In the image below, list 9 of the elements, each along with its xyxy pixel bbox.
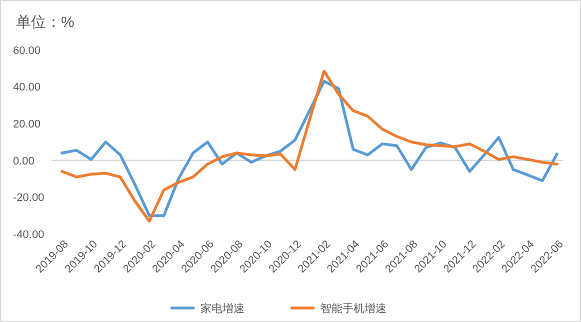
legend-label: 家电增速 xyxy=(200,302,244,315)
y-tick-label: 60.00 xyxy=(13,44,41,57)
legend-label: 智能手机增速 xyxy=(320,302,386,315)
y-tick-label: 40.00 xyxy=(13,82,41,94)
y-tick-label: -20.00 xyxy=(13,192,44,204)
y-tick-label: -40.00 xyxy=(13,228,44,241)
chart-title: 单位：% xyxy=(16,14,74,31)
y-tick-label: 20.00 xyxy=(13,118,41,130)
y-tick-label: 0.00 xyxy=(13,155,34,168)
